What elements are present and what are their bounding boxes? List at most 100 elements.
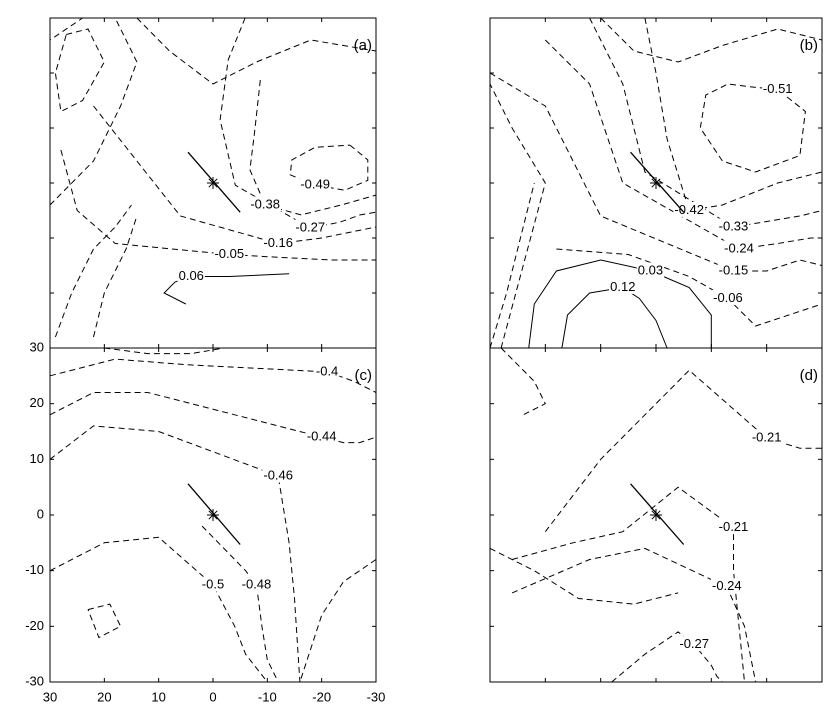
star-marker (208, 178, 218, 188)
contour-label-bg (723, 240, 755, 256)
contour-label-bg (314, 363, 340, 379)
panel-frame (489, 347, 823, 683)
contour-label: -0.33 (719, 218, 749, 233)
panel: -0.21 -0.21 -0.24 -0.27 (d) (489, 347, 823, 683)
contour-label-bg (609, 278, 637, 294)
contour-label-bg (717, 218, 750, 234)
contour-label: -0.24 (712, 578, 742, 593)
contour-label: -0.42 (674, 202, 704, 217)
contour-label-bg (717, 262, 750, 278)
contour-line (49, 536, 268, 683)
y-tick-label: 10 (30, 451, 44, 466)
contour-line (589, 17, 823, 228)
contour-label-bg (717, 519, 750, 535)
contour-label-bg (177, 267, 205, 283)
y-tick-label: 30 (30, 339, 44, 354)
panel: -0.51 -0.42 -0.33 -0.24 -0.15 -0.06 0.030.12 (b… (489, 17, 823, 349)
contour-line (289, 144, 369, 191)
contour-line (699, 83, 806, 173)
contour-label-bg (294, 219, 327, 235)
y-tick-label: -10 (25, 562, 44, 577)
contour-line (54, 28, 105, 113)
contour-label: -0.21 (719, 519, 749, 534)
contour-line (600, 17, 823, 63)
star-marker (651, 178, 661, 188)
contour-label-bg (761, 80, 794, 96)
contour-label: -0.38 (250, 196, 280, 211)
panel: -0.49 -0.38 -0.27-0.16 -0.05 0.06 (a) (49, 17, 377, 349)
y-tick-label: 20 (30, 395, 44, 410)
contour-label-bg (636, 262, 665, 278)
contour-label-bg (305, 428, 338, 444)
y-tick-label: -20 (25, 618, 44, 633)
contour-label-bg (213, 245, 246, 261)
panel: 30 20 10 0 -10 -20 -30 -30 -20 -10 0 10 20 30 -0.4 -0.4… (25, 339, 385, 704)
contour-label: -0.46 (263, 467, 293, 482)
x-tick-label: -20 (312, 689, 331, 704)
contour-line (201, 525, 279, 683)
contour-label: -0.27 (295, 220, 325, 235)
contour-line (489, 72, 823, 272)
panel-label: (c) (355, 367, 373, 384)
y-tick-label: -30 (25, 673, 44, 688)
contour-label-bg (262, 234, 295, 250)
contour-line (60, 149, 376, 261)
x-tick-label: -30 (367, 689, 386, 704)
contour-label: 0.12 (610, 279, 635, 294)
contour-label: -0.5 (202, 577, 224, 592)
contour-label-bg (200, 576, 226, 592)
contour-label: -0.49 (300, 177, 330, 192)
contour-line (136, 17, 377, 85)
contour-label-bg (299, 176, 331, 192)
contour-line (489, 547, 679, 605)
contour-label-bg (678, 636, 711, 652)
x-tick-label: 0 (209, 689, 216, 704)
contour-line (54, 204, 132, 338)
contour-line (511, 486, 745, 683)
contour-label: -0.21 (752, 430, 782, 445)
contour-line (500, 347, 546, 416)
contour-line (104, 347, 224, 355)
x-tick-label: 10 (151, 689, 165, 704)
contour-label-bg (262, 467, 295, 483)
contour-label-bg (673, 201, 706, 217)
contour-label: -0.51 (763, 81, 793, 96)
contour-line (544, 369, 822, 533)
contour-line (544, 39, 822, 250)
contour-label: -0.16 (263, 235, 293, 250)
contour-label: -0.05 (214, 246, 244, 261)
contour-label: 0.03 (638, 262, 663, 277)
contour-line (93, 105, 377, 245)
panel-label: (b) (800, 37, 818, 54)
contour-label-bg (750, 429, 783, 445)
contour-line (249, 80, 377, 216)
contour-label: -0.24 (724, 240, 754, 255)
contour-line (511, 547, 757, 683)
contour-label: -0.48 (242, 577, 272, 592)
contour-label: -0.15 (719, 262, 749, 277)
contour-label-bg (240, 576, 273, 592)
contour-line (299, 559, 377, 683)
contour-line (644, 17, 823, 212)
contour-line (489, 83, 546, 349)
contour-line (87, 603, 122, 639)
contour-label: -0.44 (307, 429, 337, 444)
star-marker (651, 510, 661, 520)
contour-label: -0.06 (713, 290, 743, 305)
contour-line (561, 286, 668, 349)
contour-label-bg (249, 196, 281, 212)
x-tick-label: -10 (258, 689, 277, 704)
contour-label-bg (712, 289, 744, 305)
star-marker (208, 510, 218, 520)
contour-line (528, 259, 712, 349)
contour-label: 0.06 (179, 268, 204, 283)
contour-line (49, 358, 377, 393)
contour-label: -0.27 (679, 636, 709, 651)
contour-label-bg (711, 578, 743, 594)
panel-label: (d) (800, 367, 818, 384)
contour-label: -0.4 (316, 363, 338, 378)
y-tick-label: 0 (37, 506, 44, 521)
contour-line (93, 215, 138, 338)
panel-label: (a) (354, 37, 372, 54)
